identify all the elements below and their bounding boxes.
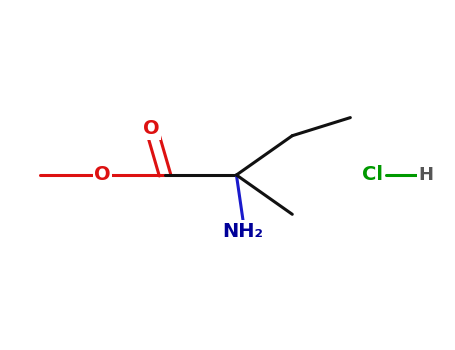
Text: H: H [419,166,434,184]
Text: NH₂: NH₂ [222,222,263,241]
Text: O: O [94,166,111,184]
Text: Cl: Cl [362,166,383,184]
Text: O: O [143,119,160,138]
